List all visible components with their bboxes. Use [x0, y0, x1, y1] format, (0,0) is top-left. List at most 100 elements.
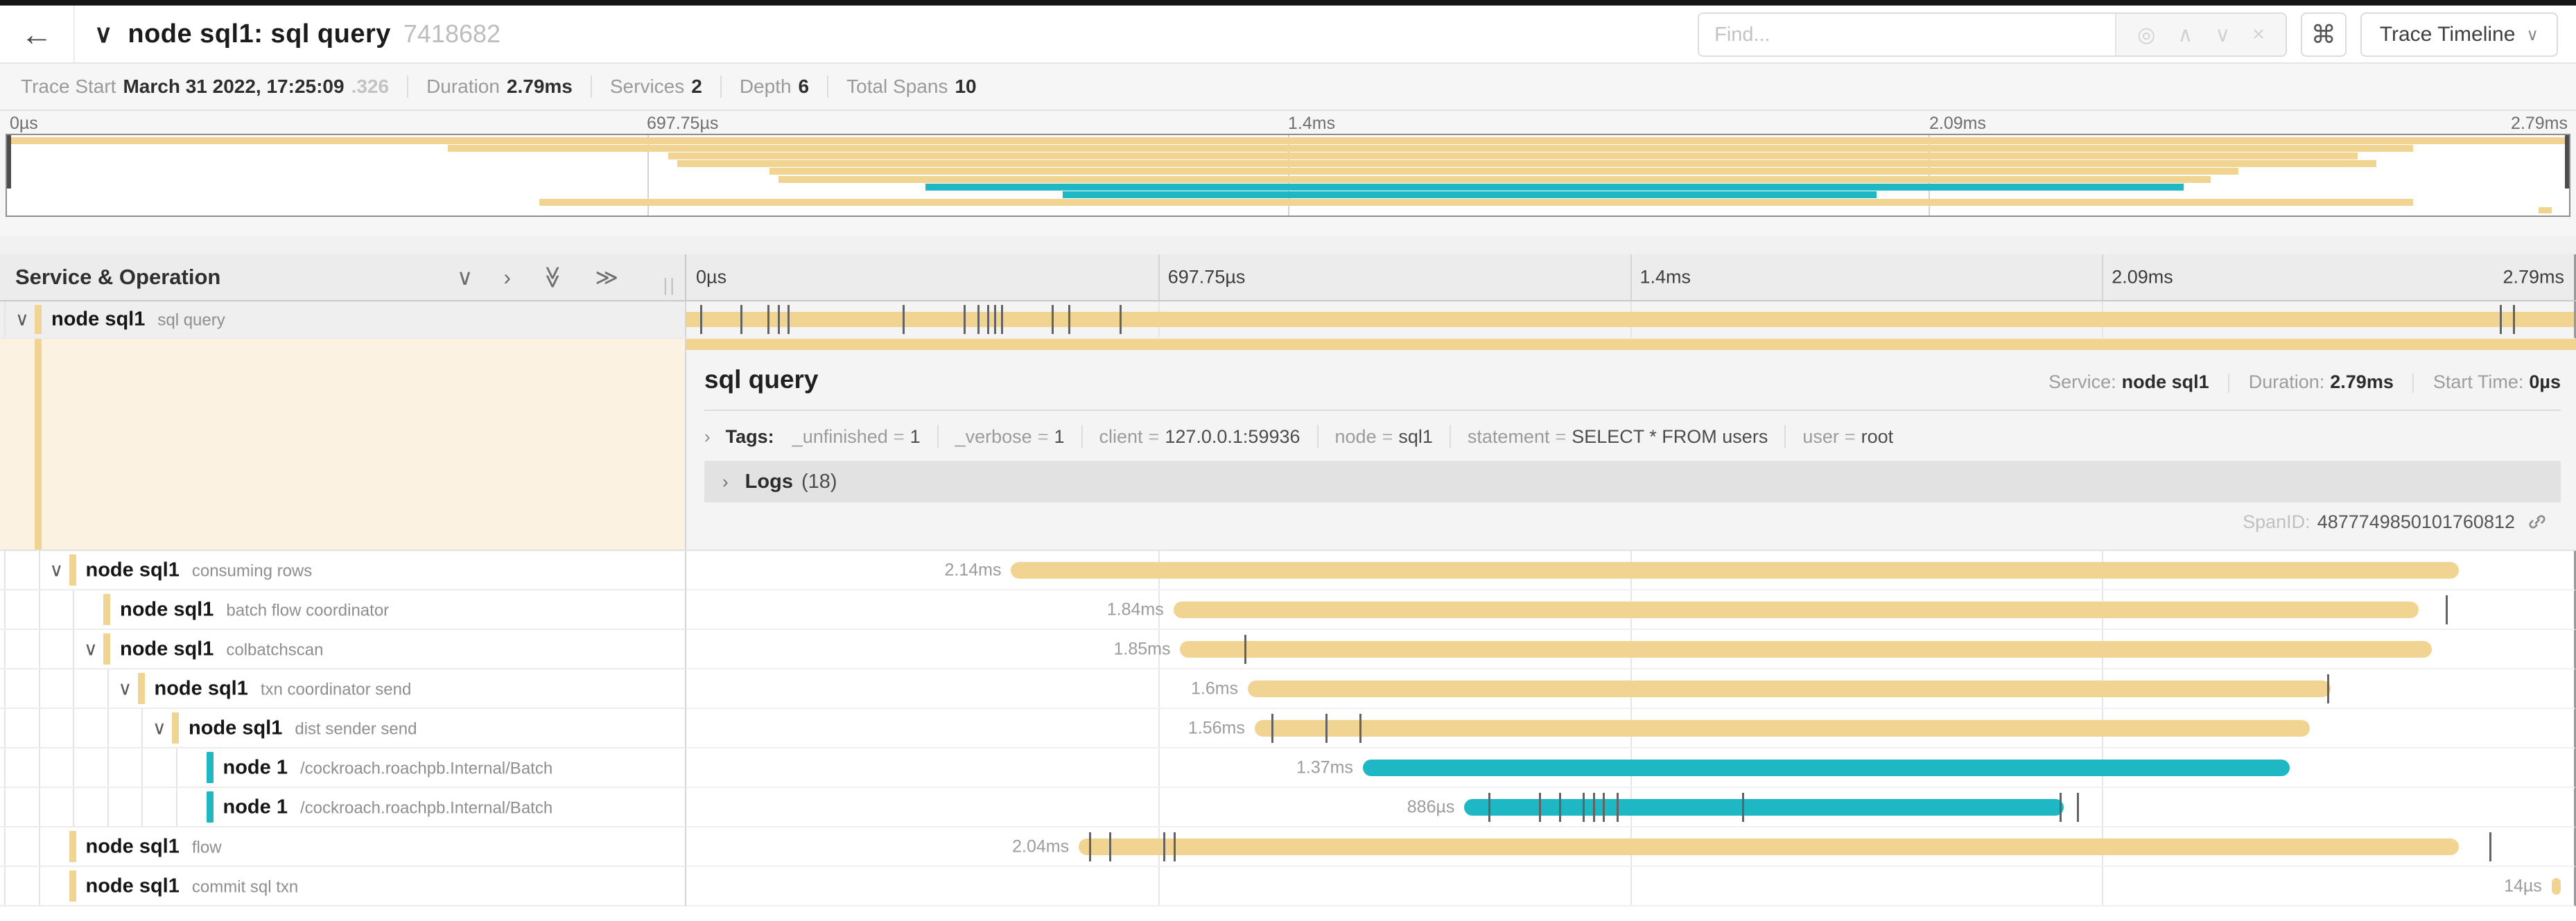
span-log-marker[interactable] — [994, 305, 997, 334]
span-timeline-cell[interactable]: 1.37ms — [686, 748, 2576, 788]
span-timeline-cell[interactable]: 2.14ms — [686, 551, 2576, 590]
span-log-marker[interactable] — [2445, 595, 2448, 624]
minimap-span-bar — [668, 152, 2358, 159]
span-bar[interactable] — [686, 312, 2574, 327]
minimap-canvas[interactable] — [6, 134, 2570, 217]
trace-collapse-chevron-icon[interactable]: ∨ — [94, 19, 113, 48]
span-bar[interactable] — [1173, 601, 2419, 618]
span-bar[interactable] — [2551, 877, 2561, 895]
span-tree-row[interactable]: node sql1 flow — [0, 827, 686, 867]
span-tree-row[interactable]: ∨ node sql1 consuming rows — [0, 551, 686, 590]
span-tree-row[interactable]: node sql1 batch flow coordinator — [0, 590, 686, 630]
span-log-marker[interactable] — [2499, 305, 2502, 334]
span-timeline-cell[interactable]: 1.84ms — [686, 590, 2576, 630]
span-log-marker[interactable] — [777, 305, 780, 334]
span-log-marker[interactable] — [1741, 792, 1744, 822]
tags-row[interactable]: › Tags: _unfinished = 1 _verbose = 1 client = 12… — [704, 425, 2561, 448]
span-log-marker[interactable] — [740, 305, 743, 334]
logs-toggle[interactable]: › Logs (18) — [704, 461, 2561, 502]
span-tree-row[interactable]: ∨ node sql1 dist sender send — [0, 709, 686, 748]
span-log-marker[interactable] — [1592, 792, 1595, 822]
tag-equals: = — [1037, 426, 1049, 447]
span-tree-row[interactable]: ∨ node sql1 sql query — [0, 301, 686, 339]
span-bar[interactable] — [1079, 838, 2460, 855]
span-log-marker[interactable] — [1068, 305, 1071, 334]
span-log-marker[interactable] — [2076, 792, 2079, 822]
span-duration-label: 1.6ms — [1190, 678, 1239, 698]
span-tree-row[interactable]: ∨ node sql1 txn coordinator send — [0, 669, 686, 709]
span-log-marker[interactable] — [1108, 832, 1111, 861]
span-timeline-cell[interactable]: 1.6ms — [686, 669, 2576, 709]
span-tree-row[interactable]: ∨ node sql1 colbatchscan — [0, 630, 686, 669]
tree-chevron-icon[interactable]: ∨ — [15, 308, 29, 330]
span-log-marker[interactable] — [1271, 713, 1274, 743]
span-log-marker[interactable] — [1052, 305, 1054, 334]
span-log-marker[interactable] — [2326, 674, 2329, 703]
span-log-marker[interactable] — [1173, 832, 1176, 861]
span-bar[interactable] — [1180, 640, 2433, 658]
next-match-icon[interactable]: ∨ — [2215, 23, 2231, 46]
span-log-marker[interactable] — [1244, 634, 1247, 664]
span-log-marker[interactable] — [903, 305, 905, 334]
clear-search-icon[interactable]: × — [2252, 23, 2265, 46]
span-bar[interactable] — [1254, 719, 2310, 737]
span-log-marker[interactable] — [987, 305, 990, 334]
span-timeline-cell[interactable]: 1.85ms — [686, 630, 2576, 669]
span-log-marker[interactable] — [1000, 305, 1003, 334]
locate-icon[interactable]: ◎ — [2137, 23, 2156, 46]
span-timeline-cell[interactable]: 1.56ms — [686, 709, 2576, 748]
span-timeline-cell[interactable] — [686, 301, 2576, 339]
span-log-marker[interactable] — [767, 305, 770, 334]
span-tree-row[interactable]: node sql1 commit sql txn — [0, 867, 686, 906]
find-controls: ◎ ∧ ∨ × — [2115, 14, 2286, 55]
span-bar[interactable] — [1011, 561, 2460, 579]
span-bar[interactable] — [1464, 798, 2064, 816]
window-top-strip — [0, 0, 2576, 6]
tree-chevron-icon[interactable]: ∨ — [49, 559, 64, 580]
span-log-marker[interactable] — [1488, 792, 1490, 822]
column-resize-handle[interactable]: || — [663, 274, 677, 295]
expand-one-icon[interactable]: › — [503, 264, 511, 290]
span-timeline-cell[interactable]: 14µs — [686, 867, 2576, 906]
span-log-marker[interactable] — [699, 305, 702, 334]
span-timeline-cell[interactable]: 886µs — [686, 788, 2576, 827]
back-button[interactable]: ← — [0, 6, 75, 62]
minimap-right-handle[interactable] — [2565, 135, 2569, 188]
span-tree-row[interactable]: node 1/cockroach.roachpb.Internal/Batch — [0, 748, 686, 788]
span-log-marker[interactable] — [1616, 792, 1619, 822]
collapse-one-icon[interactable]: ∨ — [456, 265, 473, 290]
span-bar[interactable] — [1248, 680, 2331, 697]
minimap-left-handle[interactable] — [7, 135, 11, 188]
copy-link-icon[interactable] — [2526, 511, 2548, 533]
tree-chevron-icon[interactable]: ∨ — [118, 678, 132, 699]
span-log-marker[interactable] — [2513, 305, 2516, 334]
span-log-marker[interactable] — [787, 305, 790, 334]
span-timeline-cell[interactable]: 2.04ms — [686, 827, 2576, 867]
span-color-bar — [103, 594, 110, 625]
span-bar[interactable] — [1362, 759, 2290, 776]
tree-chevron-icon[interactable]: ∨ — [153, 717, 166, 738]
span-tree-row[interactable]: node 1/cockroach.roachpb.Internal/Batch — [0, 788, 686, 827]
prev-match-icon[interactable]: ∧ — [2177, 23, 2193, 46]
expand-all-icon[interactable]: ≫ — [595, 265, 619, 290]
tree-chevron-icon[interactable]: ∨ — [84, 638, 98, 659]
duration-value: 2.79ms — [2330, 371, 2394, 392]
trace-view-selector[interactable]: Trace Timeline ∨ — [2360, 12, 2558, 57]
span-log-marker[interactable] — [1359, 713, 1362, 743]
keyboard-shortcuts-button[interactable]: ⌘ — [2300, 12, 2347, 57]
span-log-marker[interactable] — [977, 305, 980, 334]
span-log-marker[interactable] — [1088, 832, 1091, 861]
span-log-marker[interactable] — [1583, 792, 1585, 822]
span-log-marker[interactable] — [1559, 792, 1562, 822]
span-log-marker[interactable] — [1538, 792, 1541, 822]
span-log-marker[interactable] — [1163, 832, 1166, 861]
span-log-marker[interactable] — [2060, 792, 2062, 822]
indent-guide — [4, 867, 6, 905]
collapse-all-icon[interactable]: ≫ — [540, 265, 566, 289]
span-log-marker[interactable] — [1119, 305, 1122, 334]
span-log-marker[interactable] — [1603, 792, 1605, 822]
find-input[interactable] — [1699, 14, 2116, 55]
span-log-marker[interactable] — [964, 305, 966, 334]
span-log-marker[interactable] — [1325, 713, 1328, 743]
span-log-marker[interactable] — [2489, 832, 2491, 861]
